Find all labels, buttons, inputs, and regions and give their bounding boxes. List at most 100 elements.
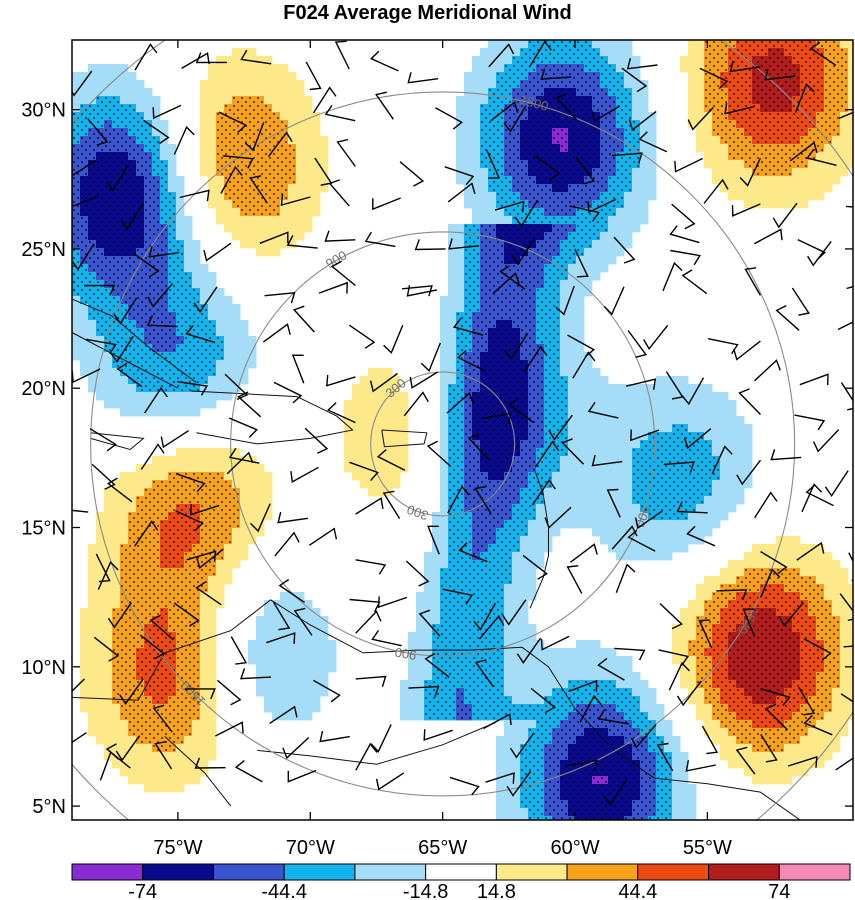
field-cell bbox=[528, 624, 537, 633]
field-cell bbox=[304, 600, 313, 609]
field-cell bbox=[104, 384, 113, 393]
field-cell bbox=[584, 408, 593, 417]
field-cell bbox=[584, 384, 593, 393]
field-cell bbox=[304, 608, 313, 617]
field-cell bbox=[240, 88, 249, 97]
field-cell bbox=[632, 440, 641, 449]
field-cell bbox=[768, 192, 777, 201]
field-cell bbox=[648, 128, 657, 137]
field-cell bbox=[216, 184, 225, 193]
field-cell bbox=[280, 648, 289, 657]
field-cell bbox=[632, 192, 641, 201]
field-cell bbox=[208, 160, 217, 169]
field-cell bbox=[720, 160, 729, 169]
field-cell bbox=[640, 688, 649, 697]
field-cell bbox=[648, 704, 657, 713]
field-cell bbox=[584, 520, 593, 529]
field-cell bbox=[240, 352, 249, 361]
field-cell bbox=[704, 576, 713, 585]
field-cell bbox=[264, 240, 273, 249]
field-cell bbox=[256, 72, 265, 81]
field-cell bbox=[232, 72, 241, 81]
field-cell bbox=[200, 264, 209, 273]
field-cell bbox=[360, 448, 369, 457]
field-cell bbox=[280, 216, 289, 225]
field-cell bbox=[312, 200, 321, 209]
field-cell bbox=[376, 432, 385, 441]
field-cell bbox=[624, 496, 633, 505]
field-cell bbox=[288, 120, 297, 129]
field-cell bbox=[280, 104, 289, 113]
field-cell bbox=[432, 576, 441, 585]
field-cell bbox=[456, 144, 465, 153]
field-cell bbox=[712, 440, 721, 449]
field-cell bbox=[280, 240, 289, 249]
field-cell bbox=[704, 728, 713, 737]
field-cell bbox=[640, 184, 649, 193]
field-cell bbox=[696, 512, 705, 521]
field-cell bbox=[696, 712, 705, 721]
field-cell bbox=[440, 560, 449, 569]
field-cell bbox=[248, 496, 257, 505]
field-cell bbox=[112, 520, 121, 529]
field-cell bbox=[192, 400, 201, 409]
field-cell bbox=[456, 264, 465, 273]
field-cell bbox=[256, 640, 265, 649]
field-cell bbox=[584, 472, 593, 481]
field-cell bbox=[832, 152, 841, 161]
field-cell bbox=[112, 72, 121, 81]
field-cell bbox=[720, 576, 729, 585]
field-cell bbox=[200, 728, 209, 737]
field-cell bbox=[184, 256, 193, 265]
field-cell bbox=[368, 472, 377, 481]
field-cell bbox=[408, 648, 417, 657]
field-cell bbox=[480, 192, 489, 201]
field-cell bbox=[104, 656, 113, 665]
field-cell bbox=[568, 472, 577, 481]
field-cell bbox=[72, 352, 81, 361]
field-cell bbox=[584, 512, 593, 521]
field-cell bbox=[840, 712, 849, 721]
field-cell bbox=[80, 664, 89, 673]
field-cell bbox=[104, 72, 113, 81]
field-cell bbox=[640, 120, 649, 129]
field-cell bbox=[728, 400, 737, 409]
field-cell bbox=[176, 176, 185, 185]
field-cell bbox=[504, 608, 513, 617]
field-cell bbox=[80, 640, 89, 649]
field-cell bbox=[504, 672, 513, 681]
field-cell bbox=[576, 328, 585, 337]
field-cell bbox=[512, 688, 521, 697]
field-cell bbox=[168, 464, 177, 473]
field-cell bbox=[624, 448, 633, 457]
field-cell bbox=[688, 632, 697, 641]
field-cell bbox=[208, 712, 217, 721]
field-cell bbox=[688, 80, 697, 89]
field-cell bbox=[640, 432, 649, 441]
field-cell bbox=[296, 88, 305, 97]
field-cell bbox=[216, 96, 225, 105]
field-cell bbox=[592, 408, 601, 417]
field-cell bbox=[240, 368, 249, 377]
field-cell bbox=[104, 632, 113, 641]
field-cell bbox=[248, 64, 257, 73]
field-cell bbox=[616, 496, 625, 505]
field-cell bbox=[520, 616, 529, 625]
field-cell bbox=[824, 576, 833, 585]
field-cell bbox=[216, 192, 225, 201]
field-cell bbox=[224, 336, 233, 345]
field-cell bbox=[624, 48, 633, 57]
field-cell bbox=[432, 616, 441, 625]
field-cell bbox=[312, 128, 321, 137]
field-cell bbox=[712, 432, 721, 441]
field-cell bbox=[720, 472, 729, 481]
field-cell bbox=[608, 528, 617, 537]
field-cell bbox=[240, 376, 249, 385]
field-cell bbox=[296, 656, 305, 665]
field-cell bbox=[680, 392, 689, 401]
field-cell bbox=[720, 504, 729, 513]
field-cell bbox=[248, 536, 257, 545]
field-cell bbox=[840, 592, 849, 601]
field-cell bbox=[632, 536, 641, 545]
field-cell bbox=[440, 552, 449, 561]
